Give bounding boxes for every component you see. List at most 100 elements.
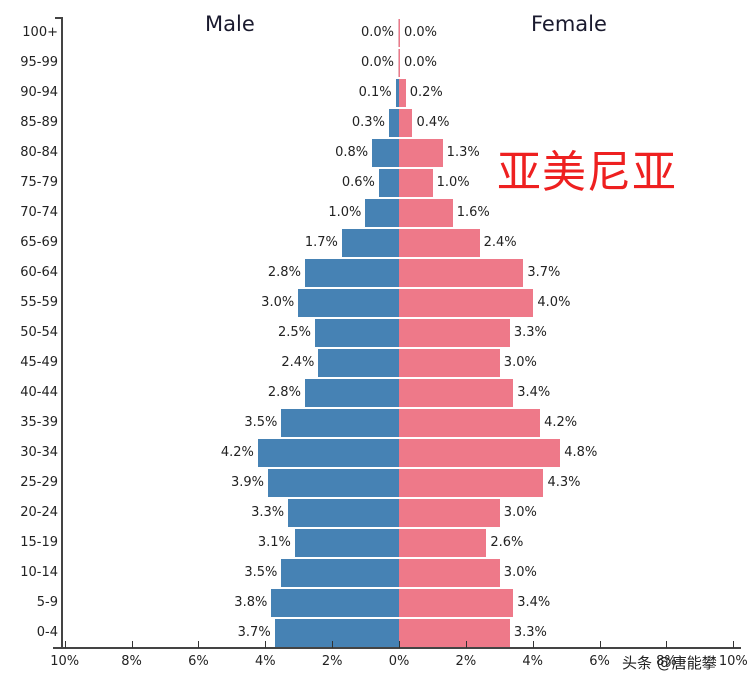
female-value-label: 0.0%: [404, 55, 438, 70]
age-group-label: 35-39: [20, 415, 58, 430]
x-tick-mark: [733, 641, 735, 648]
male-value-label: 2.8%: [267, 385, 301, 400]
male-bar: [281, 559, 399, 587]
male-value-label: 3.0%: [261, 295, 295, 310]
female-value-label: 4.0%: [537, 295, 571, 310]
female-bar: [399, 319, 510, 347]
female-bar: [399, 529, 487, 557]
female-bar: [399, 589, 514, 617]
x-tick-mark: [332, 641, 334, 648]
x-tick-label: 8%: [121, 654, 142, 669]
male-value-label: 3.9%: [230, 475, 264, 490]
male-title: Male: [205, 12, 255, 36]
x-tick-label: 2%: [455, 654, 477, 669]
watermark: 头条 @唐能攀: [622, 654, 717, 672]
age-group-label: 30-34: [20, 445, 58, 460]
female-value-label: 1.6%: [456, 205, 490, 220]
male-bar: [395, 79, 399, 107]
female-bar: [399, 469, 544, 497]
female-value-label: 0.0%: [404, 25, 438, 40]
female-bar: [399, 79, 406, 107]
female-title: Female: [531, 12, 607, 36]
female-bar: [399, 379, 514, 407]
age-group-label: 10-14: [20, 565, 58, 580]
female-bar: [399, 229, 480, 257]
male-bar: [388, 109, 399, 137]
x-tick-mark: [131, 641, 133, 648]
male-bar: [281, 409, 399, 437]
x-tick-mark: [532, 641, 534, 648]
male-bar: [274, 619, 399, 647]
female-value-label: 3.0%: [503, 505, 537, 520]
male-value-label: 3.7%: [237, 625, 271, 640]
male-bar: [315, 319, 399, 347]
female-bar: [399, 259, 524, 287]
male-bar: [298, 289, 399, 317]
female-value-label: 0.2%: [409, 85, 443, 100]
female-value-label: 2.6%: [490, 535, 524, 550]
age-group-label: 25-29: [20, 475, 58, 490]
male-bar: [257, 439, 399, 467]
male-bar: [398, 49, 399, 77]
x-tick-label: 6%: [589, 654, 610, 669]
male-value-label: 1.0%: [328, 205, 362, 220]
male-value-label: 2.5%: [277, 325, 311, 340]
male-value-label: 3.5%: [244, 415, 278, 430]
female-bar: [399, 199, 453, 227]
male-value-label: 3.5%: [244, 565, 278, 580]
x-tick-label: 10%: [718, 654, 748, 669]
male-value-label: 0.0%: [360, 25, 394, 40]
y-axis-line: [61, 17, 63, 649]
male-value-label: 2.4%: [281, 355, 315, 370]
male-value-label: 3.1%: [257, 535, 291, 550]
y-axis-top-tick: [55, 17, 62, 19]
male-bar: [294, 529, 399, 557]
female-value-label: 3.4%: [517, 385, 551, 400]
x-tick-label: 0%: [388, 654, 410, 669]
age-group-label: 75-79: [20, 175, 58, 190]
male-bar: [304, 379, 399, 407]
male-value-label: 0.0%: [360, 55, 394, 70]
female-bar: [399, 499, 500, 527]
x-tick-label: 6%: [188, 654, 209, 669]
female-value-label: 2.4%: [483, 235, 517, 250]
female-bar: [399, 349, 500, 377]
male-bar: [372, 139, 399, 167]
x-tick-label: 2%: [321, 654, 343, 669]
female-bar: [399, 109, 413, 137]
age-group-label: 85-89: [20, 115, 58, 130]
male-bar: [271, 589, 399, 617]
female-value-label: 4.3%: [547, 475, 581, 490]
female-value-label: 0.4%: [416, 115, 450, 130]
country-label: 亚美尼亚: [497, 147, 677, 198]
age-group-label: 45-49: [20, 355, 58, 370]
age-group-label: 80-84: [20, 145, 58, 160]
female-bar: [399, 619, 510, 647]
female-bar: [399, 19, 400, 47]
age-group-label: 60-64: [20, 265, 58, 280]
female-bar: [399, 289, 534, 317]
male-bar: [304, 259, 399, 287]
male-bar: [341, 229, 399, 257]
male-bar: [378, 169, 399, 197]
female-bar: [399, 439, 561, 467]
female-bar: [399, 169, 433, 197]
female-value-label: 3.0%: [503, 355, 537, 370]
age-group-label: 20-24: [20, 505, 58, 520]
female-value-label: 4.2%: [544, 415, 578, 430]
male-value-label: 0.1%: [358, 85, 392, 100]
female-value-label: 3.7%: [527, 265, 561, 280]
male-value-label: 3.8%: [234, 595, 268, 610]
male-value-label: 0.8%: [335, 145, 369, 160]
age-group-label: 65-69: [20, 235, 58, 250]
female-bar: [399, 559, 500, 587]
age-group-label: 70-74: [20, 205, 58, 220]
male-bar: [318, 349, 399, 377]
x-tick-mark: [265, 641, 267, 648]
male-bar: [288, 499, 399, 527]
age-group-label: 5-9: [36, 595, 58, 610]
female-value-label: 1.0%: [436, 175, 470, 190]
female-value-label: 3.3%: [513, 625, 547, 640]
male-bar: [365, 199, 399, 227]
